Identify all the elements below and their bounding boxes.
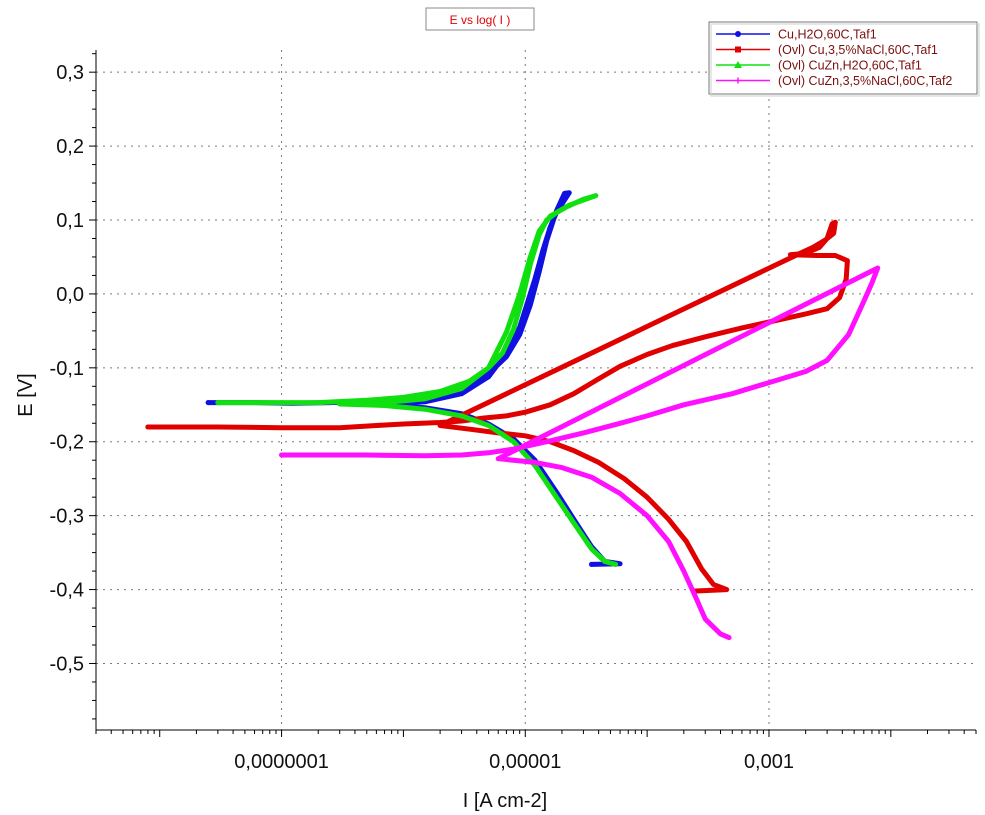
series-line-2 bbox=[145, 219, 850, 594]
grid-lines bbox=[96, 50, 976, 730]
chart-title-frame bbox=[425, 7, 535, 31]
series-3-endpoint-1 bbox=[612, 561, 618, 567]
series-3-endpoint-0 bbox=[215, 400, 221, 406]
x-axis-ticks: 0,0000001 0,00001 0,001 bbox=[95, 730, 977, 773]
legend-shadow bbox=[710, 23, 980, 97]
y-tick-label-3: 0,0 bbox=[56, 284, 84, 306]
series-4-endpoint-1 bbox=[726, 635, 732, 641]
legend: Cu,H2O,60C,Taf1(Ovl) Cu,3,5%NaCl,60C,Taf… bbox=[708, 21, 980, 97]
legend-label-1: Cu,H2O,60C,Taf1 bbox=[778, 28, 877, 42]
y-tick-label-0: 0,3 bbox=[56, 62, 84, 84]
y-tick-label-1: 0,2 bbox=[56, 136, 84, 158]
chart-title: E vs log( I ) bbox=[450, 13, 511, 27]
y-tick-label-6: -0,3 bbox=[50, 506, 84, 528]
series-line-4 bbox=[279, 265, 881, 641]
x-tick-label-0: 0,0000001 bbox=[234, 751, 329, 773]
series-lines bbox=[145, 190, 881, 641]
y-tick-label-8: -0,5 bbox=[50, 653, 84, 675]
y-tick-label-2: 0,1 bbox=[56, 210, 84, 232]
x-tick-label-1: 0,00001 bbox=[489, 751, 561, 773]
chart-title-box: E vs log( I ) bbox=[425, 7, 535, 31]
y-tick-label-7: -0,4 bbox=[50, 580, 84, 602]
series-1-endpoint-0 bbox=[205, 400, 211, 406]
y-axis-ticks: 0,3 0,2 0,1 0,0 -0,1 -0,2 -0,3 -0,4 -0,5 bbox=[50, 53, 96, 720]
legend-marker-3 bbox=[734, 61, 742, 68]
y-axis-label: E [V] bbox=[15, 373, 37, 416]
legend-label-2: (Ovl) Cu,3,5%NaCl,60C,Taf1 bbox=[778, 43, 938, 57]
legend-label-4: (Ovl) CuZn,3,5%NaCl,60C,Taf2 bbox=[778, 74, 952, 88]
plot-axes bbox=[95, 50, 976, 731]
series-4-endpoint-0 bbox=[279, 452, 285, 458]
legend-marker-2 bbox=[735, 46, 741, 53]
series-1-endpoint-1 bbox=[589, 561, 595, 567]
legend-marker-1 bbox=[735, 31, 741, 37]
series-2-endpoint-0 bbox=[145, 424, 151, 430]
x-tick-label-2: 0,001 bbox=[744, 751, 794, 773]
y-tick-label-4: -0,1 bbox=[50, 358, 84, 380]
y-tick-label-5: -0,2 bbox=[50, 432, 84, 454]
legend-label-3: (Ovl) CuZn,H2O,60C,Taf1 bbox=[778, 59, 922, 73]
series-line-3 bbox=[215, 193, 618, 567]
x-axis-label: I [A cm-2] bbox=[463, 790, 547, 812]
